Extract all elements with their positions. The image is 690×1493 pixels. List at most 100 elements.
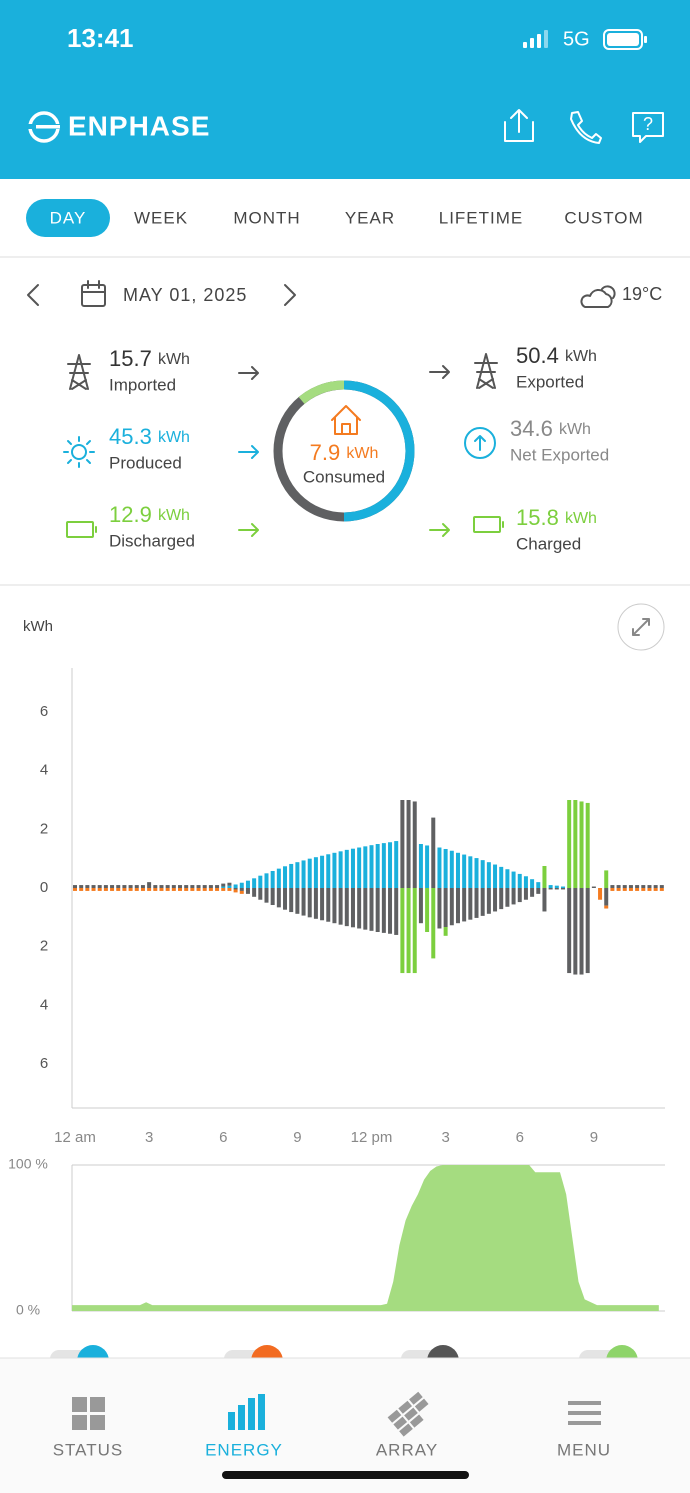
tab[interactable]: MONTH (233, 208, 300, 227)
bar (622, 888, 627, 891)
brand-name: ENPHASE (68, 110, 210, 141)
bar (517, 888, 522, 903)
tab[interactable]: WEEK (134, 208, 188, 227)
bar (653, 885, 658, 888)
bar (227, 885, 232, 888)
bar (258, 875, 263, 888)
calendar-button[interactable] (81, 280, 106, 307)
bar (276, 888, 281, 908)
sun-icon (63, 436, 95, 468)
previous-day-button[interactable] (27, 284, 39, 306)
bar (455, 852, 460, 888)
nav-item[interactable]: MENU (557, 1440, 611, 1459)
expand-chart-button[interactable] (617, 603, 665, 651)
bar (523, 888, 528, 900)
x-tick-label: 6 (219, 1129, 227, 1146)
active-tab-pill (26, 199, 110, 237)
bar (97, 885, 102, 888)
help-button[interactable] (632, 112, 664, 143)
tab[interactable]: CUSTOM (564, 208, 643, 227)
bar (449, 888, 454, 926)
bar (350, 888, 355, 928)
bar (140, 885, 145, 888)
bar (116, 888, 121, 891)
consumed-label: Consumed (303, 467, 385, 486)
battery-area (72, 1165, 659, 1311)
bar (165, 888, 170, 891)
nav-icon[interactable] (387, 1391, 435, 1437)
bar (184, 885, 189, 888)
bar (406, 888, 411, 974)
call-button[interactable] (570, 111, 602, 144)
bar (215, 885, 220, 888)
bar (542, 866, 547, 888)
bar (443, 848, 448, 888)
bar (585, 888, 590, 974)
bar (579, 801, 584, 888)
bar (221, 883, 226, 887)
home-indicator (222, 1471, 469, 1479)
bar (221, 888, 226, 891)
produced-label: Produced (109, 453, 182, 472)
bar (79, 885, 84, 888)
share-button[interactable] (504, 109, 534, 142)
bar (622, 885, 627, 888)
x-tick-label: 3 (145, 1129, 153, 1146)
bar (616, 885, 621, 888)
bar (388, 842, 393, 888)
bar (412, 801, 417, 888)
bar (295, 888, 300, 914)
bar (406, 800, 411, 888)
charged-value: 15.8 kWh (516, 505, 597, 530)
nav-item[interactable]: STATUS (53, 1440, 124, 1459)
exported-label: Exported (516, 372, 584, 391)
bar (474, 888, 479, 918)
tab[interactable]: YEAR (345, 208, 395, 227)
period-tabs: DAY WEEK MONTH YEAR LIFETIME CUSTOM (26, 199, 643, 237)
tab[interactable]: LIFETIME (439, 208, 524, 227)
bar (332, 888, 337, 924)
bar (431, 817, 436, 888)
nav-item[interactable]: ARRAY (376, 1440, 438, 1459)
x-tick-label: 9 (293, 1129, 301, 1146)
bar (480, 888, 485, 916)
next-day-button[interactable] (284, 284, 296, 306)
bar (332, 852, 337, 888)
nav-icon[interactable] (228, 1394, 265, 1430)
bar (252, 888, 257, 897)
exported-value: 50.4 kWh (516, 343, 597, 368)
bar (505, 869, 510, 888)
bar (511, 888, 516, 905)
nav-icon[interactable] (72, 1397, 105, 1430)
bar (301, 860, 306, 888)
flow-arrow (238, 523, 259, 537)
y-tick-label: 6 (40, 703, 48, 720)
y-tick-label: 100 % (8, 1156, 48, 1172)
bar (394, 888, 399, 935)
net-exported-value: 34.6 kWh (510, 416, 591, 441)
y-tick-label: 6 (40, 1055, 48, 1072)
bar (486, 862, 491, 888)
bar (196, 885, 201, 888)
date-label[interactable]: MAY 01, 2025 (123, 285, 247, 305)
bar (455, 888, 460, 924)
bar (375, 888, 380, 932)
tab[interactable]: DAY (50, 208, 87, 227)
battery-icon (66, 521, 97, 538)
x-tick-label: 12 pm (351, 1129, 393, 1146)
bar (128, 888, 133, 891)
nav-icon[interactable] (568, 1401, 601, 1425)
bar (542, 888, 547, 912)
nav-item[interactable]: ENERGY (205, 1440, 283, 1459)
bar (91, 885, 96, 888)
bar (103, 888, 108, 891)
bar (548, 888, 553, 890)
bar (499, 888, 504, 910)
bar (604, 905, 609, 909)
bar (116, 885, 121, 888)
bar (585, 802, 590, 888)
bar (523, 876, 528, 888)
flow-arrow (238, 445, 259, 459)
bar (443, 888, 448, 928)
